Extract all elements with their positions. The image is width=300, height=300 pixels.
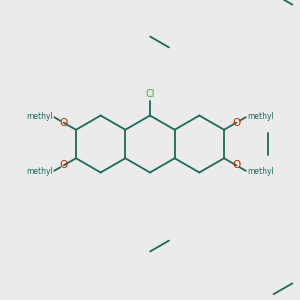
Text: methyl: methyl xyxy=(248,112,274,121)
Text: O: O xyxy=(232,118,241,128)
Text: methyl: methyl xyxy=(26,112,52,121)
Text: O: O xyxy=(232,160,241,170)
Text: Cl: Cl xyxy=(145,89,155,99)
Text: O: O xyxy=(59,160,68,170)
Text: O: O xyxy=(59,118,68,128)
Text: methyl: methyl xyxy=(248,167,274,176)
Text: methyl: methyl xyxy=(26,167,52,176)
